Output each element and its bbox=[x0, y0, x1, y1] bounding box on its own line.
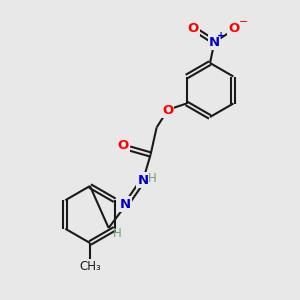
Text: O: O bbox=[228, 22, 240, 35]
Text: N: N bbox=[209, 35, 220, 49]
Text: N: N bbox=[138, 173, 149, 187]
Text: O: O bbox=[188, 22, 199, 35]
Text: O: O bbox=[117, 139, 129, 152]
Text: N: N bbox=[120, 197, 131, 211]
Text: H: H bbox=[148, 172, 157, 185]
Text: −: − bbox=[239, 17, 248, 27]
Text: CH₃: CH₃ bbox=[79, 260, 101, 273]
Text: O: O bbox=[162, 103, 173, 117]
Text: +: + bbox=[217, 31, 225, 41]
Text: H: H bbox=[112, 227, 122, 240]
